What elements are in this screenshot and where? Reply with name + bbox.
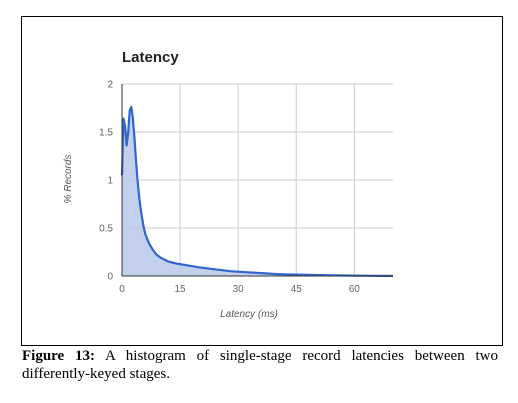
latency-chart: Latency 00.511.520 15 30 45 60 Latency (ms) … [63,49,394,320]
caption-text: A histogram of single-stage record laten… [22,348,498,382]
y-tick-label: 1 [107,176,113,187]
axis-layer [121,84,393,277]
grid-layer [122,83,393,276]
y-tick-label: 2 [107,80,113,91]
x-tick-label: 0 [119,284,125,295]
y-tick-label: 0.5 [99,224,113,235]
figure-frame: Latency 0 0.5 1 1.5 2 0 15 30 45 60 Latency (ms) … [21,16,503,346]
x-tick-label: 15 [175,284,187,295]
x-axis-label: Latency (ms) [220,309,278,320]
chart-title: Latency [122,49,179,66]
area-layer [120,105,394,277]
x-tick-label: 60 [349,284,361,295]
tick-layer: 0 0.5 1 1.5 2 0 15 30 45 60 [99,80,360,296]
y-tick-label: 0 [107,272,113,283]
caption-label: Figure 13: [22,348,96,364]
x-tick-label: 30 [233,284,245,295]
y-axis-label: % Records [63,155,74,204]
figure-caption: Figure 13: A histogram of single-stage r… [22,347,498,383]
series-line [120,105,394,277]
series-area-fill [122,107,393,276]
x-tick-label: 45 [291,284,303,295]
y-tick-label: 1.5 [99,128,113,139]
